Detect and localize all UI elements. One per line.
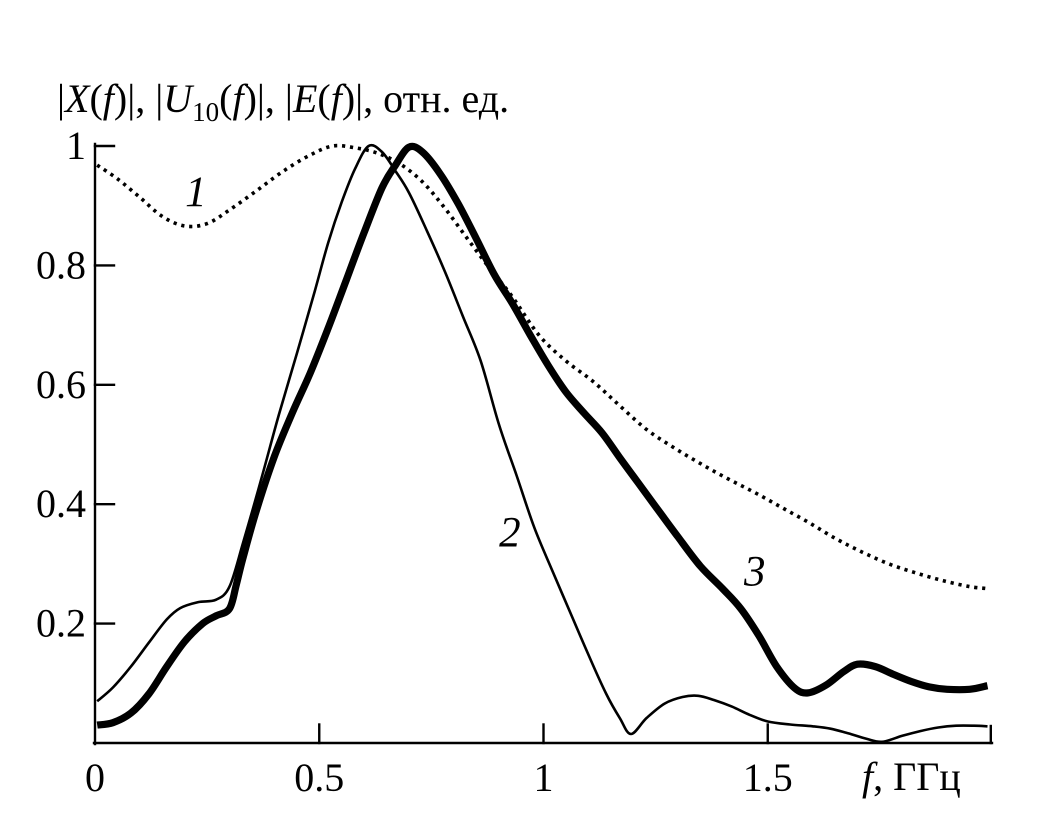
curve-label-3: 3 <box>743 549 766 596</box>
curve-2 <box>96 143 988 744</box>
y-tick-label: 0.4 <box>36 481 86 526</box>
x-tick-label: 0.5 <box>294 755 344 800</box>
chart-title: |X(f)|, |U10(f)|, |E(f)|, отн. ед. <box>57 76 509 127</box>
curve-labels: 1 2 3 <box>185 169 765 596</box>
curve-label-1: 1 <box>185 169 207 216</box>
axes: 1 0.8 0.6 0.4 0.2 0 0.5 1 1.5 <box>36 123 994 800</box>
curves <box>96 142 989 744</box>
x-tick-label: 1.5 <box>743 755 793 800</box>
x-tick-label: 1 <box>534 755 554 800</box>
y-tick-label: 0.6 <box>36 362 86 407</box>
y-tick-label: 1 <box>66 123 86 168</box>
y-tick-label: 0.8 <box>36 242 86 287</box>
x-axis-label: f, ГГц <box>862 754 961 799</box>
curve-1 <box>96 143 986 591</box>
curve-3 <box>96 142 989 729</box>
x-tick-label: 0 <box>85 755 105 800</box>
curve-label-2: 2 <box>499 509 521 556</box>
y-tick-label: 0.2 <box>36 601 86 646</box>
